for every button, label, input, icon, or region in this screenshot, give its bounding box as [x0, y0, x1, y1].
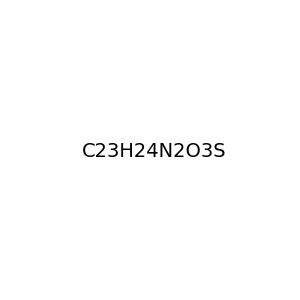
Text: C23H24N2O3S: C23H24N2O3S [81, 142, 226, 161]
